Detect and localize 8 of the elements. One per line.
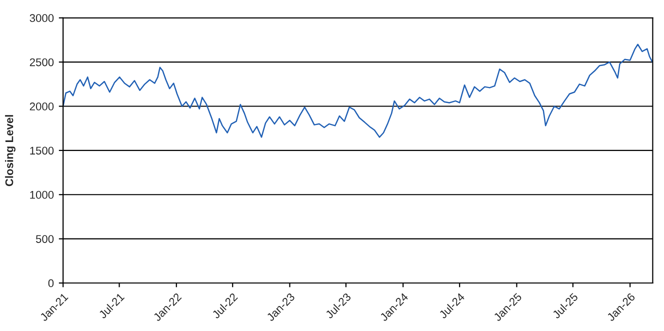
y-tick-label: 500 [36, 235, 54, 243]
y-axis-title: Closing Level [5, 115, 16, 186]
y-tick-label: 3000 [30, 14, 54, 22]
y-tick-label: 2000 [30, 102, 54, 110]
y-tick-label: 1000 [30, 190, 54, 199]
y-tick-label: 2500 [30, 58, 54, 66]
y-tick-label: 1500 [30, 146, 54, 155]
y-tick-label: 0 [48, 279, 54, 288]
